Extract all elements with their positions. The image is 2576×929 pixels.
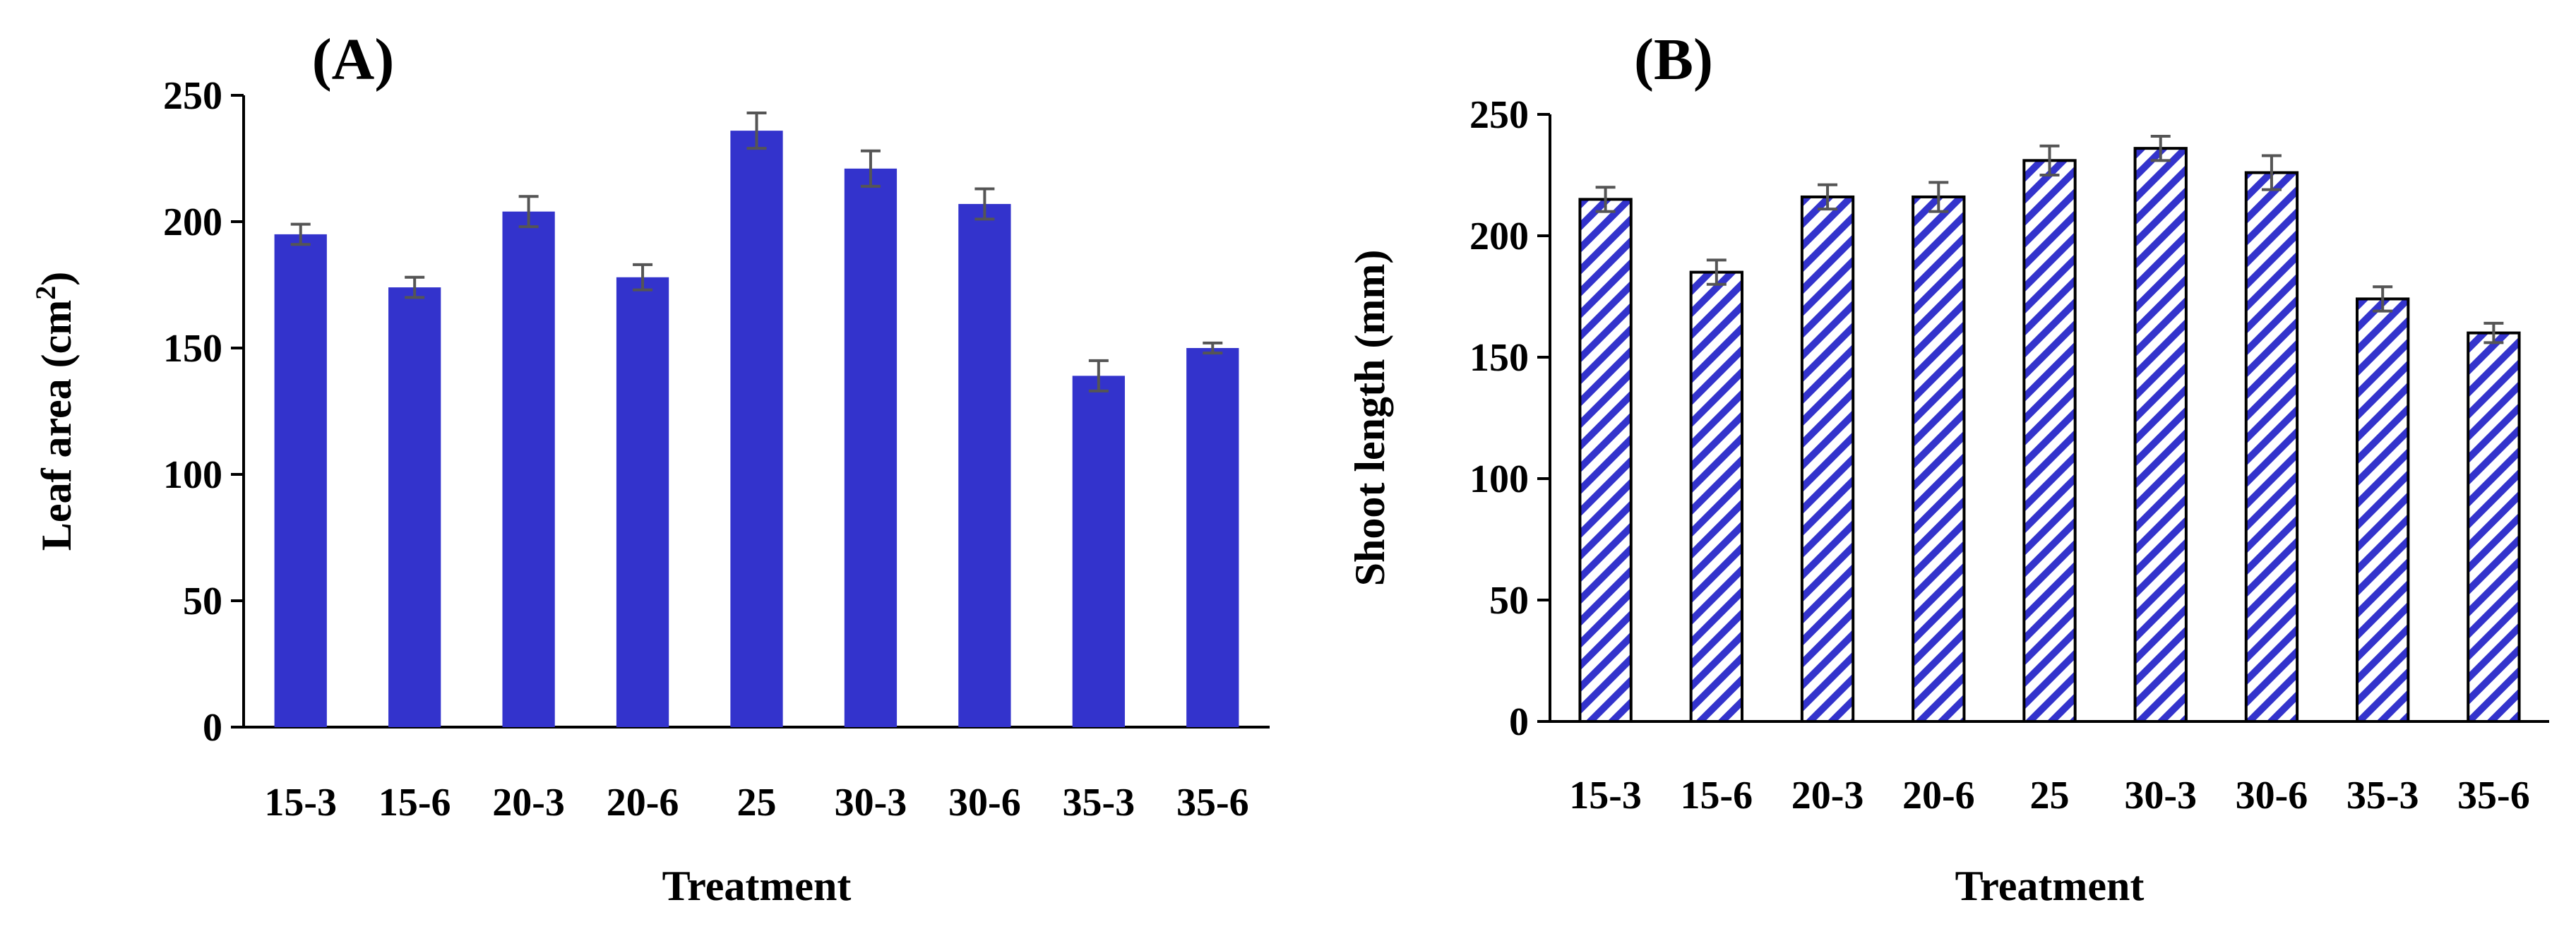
y-tick-label: 250 bbox=[1469, 93, 1529, 137]
x-axis-title: Treatment bbox=[1955, 863, 2145, 909]
bar-25 bbox=[730, 131, 783, 727]
x-tick-label: 20-3 bbox=[1791, 774, 1864, 817]
y-tick-label: 200 bbox=[163, 200, 222, 244]
bar-15-3 bbox=[274, 234, 327, 727]
x-tick-label: 35-3 bbox=[2347, 774, 2419, 817]
bar-15-6 bbox=[1689, 270, 1743, 724]
x-tick-label: 35-6 bbox=[2457, 774, 2530, 817]
bar-35-6 bbox=[1186, 348, 1239, 727]
y-tick-label: 150 bbox=[1469, 336, 1529, 380]
x-tick-label: 30-3 bbox=[2124, 774, 2197, 817]
x-tick-label: 20-6 bbox=[607, 781, 679, 825]
leaf-area-chart: (A) 0 50 100 150 200 250 15-3 15-6 20-3 20-6 25 30-3… bbox=[30, 27, 1270, 909]
x-axis-title: Treatment bbox=[662, 863, 852, 909]
x-tick-label: 35-3 bbox=[1063, 781, 1135, 825]
x-tick-label: 15-6 bbox=[378, 781, 451, 825]
bar-30-6 bbox=[2244, 171, 2299, 723]
y-tick-label: 50 bbox=[183, 580, 222, 623]
y-axis-title-main: Leaf area (cm bbox=[33, 300, 80, 551]
bar-25 bbox=[2022, 159, 2077, 724]
y-tick-label: 100 bbox=[163, 453, 222, 497]
y-tick-label: 0 bbox=[203, 706, 222, 750]
shoot-length-chart: (B) 0 50 100 150 200 250 15-3 15-6 20-3 20-6 25 30-3… bbox=[1347, 27, 2549, 909]
x-tick-label: 20-6 bbox=[1902, 774, 1975, 817]
y-axis-title: Leaf area (cm2) bbox=[30, 272, 80, 551]
x-tick-label: 25 bbox=[737, 781, 777, 825]
bar-35-3 bbox=[1072, 376, 1125, 727]
bar-20-3 bbox=[1800, 195, 1855, 723]
y-tick-label: 250 bbox=[163, 74, 222, 118]
x-tick-label: 30-6 bbox=[948, 781, 1021, 825]
panel-label: (B) bbox=[1634, 27, 1713, 92]
y-tick-label: 200 bbox=[1469, 215, 1529, 258]
x-tick-label: 25 bbox=[2030, 774, 2070, 817]
y-axis-title-main: Shoot length (mm) bbox=[1347, 250, 1393, 587]
bar-15-6 bbox=[388, 287, 441, 728]
panel-label: (A) bbox=[312, 27, 395, 92]
x-tick-label: 30-6 bbox=[2236, 774, 2308, 817]
y-tick-label: 100 bbox=[1469, 457, 1529, 501]
bar-15-3 bbox=[1578, 198, 1633, 723]
bar-20-6 bbox=[1912, 195, 1966, 723]
x-tick-label: 30-3 bbox=[835, 781, 907, 825]
y-tick-label: 150 bbox=[163, 327, 222, 371]
y-axis-title-superscript: 2 bbox=[30, 286, 61, 300]
y-axis-title: Shoot length (mm) bbox=[1347, 250, 1393, 587]
bar-20-3 bbox=[502, 211, 555, 727]
bar-35-6 bbox=[2467, 331, 2521, 724]
x-tick-label: 15-6 bbox=[1681, 774, 1753, 817]
bar-30-3 bbox=[2133, 147, 2188, 724]
x-tick-label: 15-3 bbox=[264, 781, 337, 825]
y-axis-title-end: ) bbox=[33, 272, 80, 286]
bar-30-3 bbox=[844, 168, 898, 727]
bar-30-6 bbox=[958, 203, 1011, 727]
bar-20-6 bbox=[616, 277, 669, 727]
x-tick-label: 15-3 bbox=[1569, 774, 1642, 817]
bar-35-3 bbox=[2356, 297, 2410, 723]
x-tick-label: 35-6 bbox=[1176, 781, 1249, 825]
x-tick-label: 20-3 bbox=[492, 781, 565, 825]
y-tick-label: 0 bbox=[1509, 700, 1529, 744]
y-tick-label: 50 bbox=[1489, 579, 1529, 623]
